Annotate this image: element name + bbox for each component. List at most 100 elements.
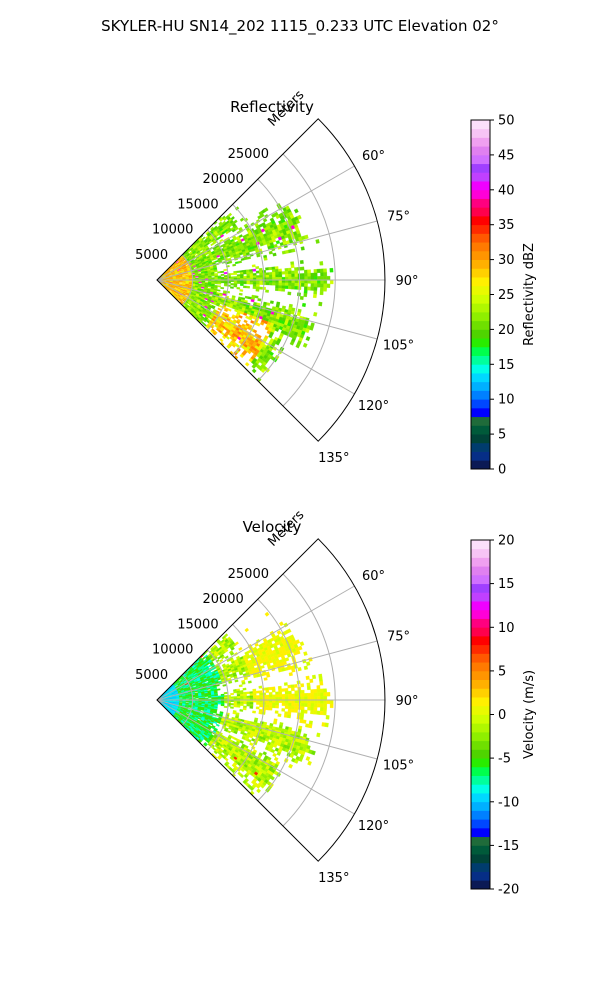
echo-cell: [195, 276, 199, 278]
echo-cell: [249, 701, 254, 705]
echo-cell: [319, 287, 324, 292]
echo-cell: [294, 706, 299, 710]
echo-cell: [239, 289, 244, 292]
echo-cell: [259, 282, 263, 285]
echo-cell: [232, 263, 237, 267]
echo-cell: [243, 271, 247, 275]
echo-cell: [304, 696, 308, 701]
echo-cell: [307, 269, 311, 274]
echo-cell: [256, 284, 260, 288]
echo-cell: [216, 289, 221, 292]
echo-cell: [305, 328, 310, 334]
echo-cell: [320, 699, 324, 704]
echo-cell: [271, 689, 276, 693]
echo-cell: [295, 219, 300, 225]
echo-cell: [287, 684, 292, 689]
echo-cell: [249, 275, 254, 279]
echo-cell: [284, 693, 289, 698]
echo-cell: [230, 216, 235, 221]
echo-cell: [288, 672, 293, 677]
echo-cell: [281, 688, 286, 692]
echo-cell: [288, 690, 292, 695]
echo-cell: [223, 268, 228, 272]
colorbar-tick-label: 35: [498, 218, 515, 233]
echo-cell: [273, 721, 278, 725]
echo-cell: [320, 703, 324, 708]
echo-cell: [272, 274, 276, 278]
echo-cell: [316, 685, 321, 690]
echo-cell: [303, 651, 308, 656]
echo-cell: [259, 270, 263, 274]
echo-cell: [230, 696, 235, 699]
echo-cell: [320, 279, 324, 284]
echo-cell: [262, 218, 268, 223]
echo-cell: [265, 289, 269, 293]
echo-cell: [302, 342, 308, 348]
echo-cell: [288, 239, 294, 244]
angle-tick-label: 105°: [383, 339, 414, 354]
colorbar-segment: [471, 329, 490, 339]
echo-cell: [201, 236, 206, 241]
echo-cell: [323, 279, 328, 284]
echo-cell: [243, 285, 247, 289]
echo-cell: [307, 699, 312, 704]
echo-cell: [290, 310, 295, 315]
echo-cell: [252, 282, 257, 285]
echo-cell: [294, 282, 299, 287]
echo-cell: [233, 272, 238, 275]
echo-cell: [242, 707, 247, 711]
echo-cell: [294, 286, 299, 290]
radial-tick-label: 25000: [228, 147, 269, 162]
echo-cell: [296, 311, 301, 317]
echo-cell: [278, 285, 283, 289]
echo-cell: [323, 283, 328, 288]
echo-cell: [239, 740, 244, 744]
echo-cell: [291, 693, 295, 698]
echo-cell: [307, 276, 312, 281]
echo-cell: [238, 234, 243, 239]
echo-cell: [275, 282, 279, 286]
echo-cell: [217, 696, 222, 699]
echo-cell: [307, 696, 312, 701]
echo-cell: [236, 701, 241, 704]
echo-cell: [287, 267, 292, 272]
colorbar-segment: [471, 355, 490, 365]
echo-cell: [243, 695, 247, 699]
echo-cell: [299, 641, 305, 647]
echo-cell: [294, 709, 298, 713]
echo-cell: [323, 276, 328, 281]
echo-cell: [179, 281, 183, 283]
echo-cell: [273, 243, 278, 248]
echo-cell: [308, 723, 313, 729]
echo-cell: [299, 260, 304, 264]
echo-cell: [301, 302, 306, 308]
echo-cell: [202, 318, 207, 323]
echo-cell: [240, 719, 245, 723]
echo-cell: [226, 730, 231, 734]
echo-cell: [243, 217, 249, 222]
echo-cell: [265, 689, 270, 693]
velocity-panel: Velocity500010000150002000025000Meters60…: [135, 507, 537, 897]
colorbar-segment: [471, 224, 490, 234]
echo-cell: [246, 695, 251, 699]
echo-cell: [293, 684, 298, 688]
colorbar-segment: [471, 303, 490, 313]
echo-cell: [291, 668, 296, 673]
echo-cell: [319, 681, 324, 686]
echo-cell: [310, 279, 315, 284]
echo-cell: [305, 336, 311, 342]
echo-cell: [238, 292, 243, 296]
echo-cell: [251, 368, 257, 374]
echo-cell: [275, 340, 281, 346]
colorbar-segment: [471, 425, 490, 435]
echo-cell: [290, 708, 295, 713]
echo-cell: [275, 691, 279, 695]
sector-frame: [156, 118, 386, 442]
echo-cell: [265, 687, 269, 691]
echo-cell: [303, 293, 308, 298]
echo-cell: [224, 701, 228, 704]
echo-cell: [313, 279, 318, 284]
echo-cell: [230, 283, 235, 286]
echo-cell: [205, 325, 210, 329]
